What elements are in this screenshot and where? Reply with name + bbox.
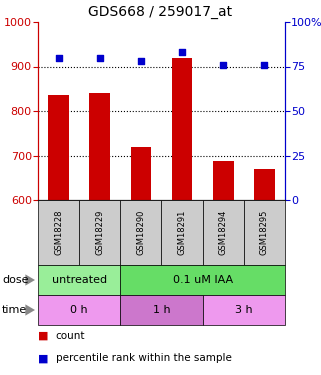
Point: [262, 62, 267, 68]
Bar: [48, 95, 69, 200]
Point: [97, 55, 102, 61]
Text: percentile rank within the sample: percentile rank within the sample: [56, 353, 231, 363]
Text: GSM18294: GSM18294: [219, 210, 228, 255]
Text: dose: dose: [2, 275, 29, 285]
Bar: [254, 169, 275, 200]
Point: [56, 55, 61, 61]
Point: [138, 58, 143, 64]
Point: [179, 49, 185, 55]
Text: 3 h: 3 h: [235, 305, 253, 315]
Text: GSM18290: GSM18290: [136, 210, 145, 255]
Text: 1 h: 1 h: [153, 305, 170, 315]
Bar: [213, 161, 234, 200]
Text: GDS668 / 259017_at: GDS668 / 259017_at: [89, 5, 232, 19]
Bar: [131, 147, 151, 200]
Text: GSM18295: GSM18295: [260, 210, 269, 255]
Bar: [90, 93, 110, 200]
Text: GSM18228: GSM18228: [54, 210, 63, 255]
Text: ■: ■: [38, 331, 48, 341]
Text: GSM18229: GSM18229: [95, 210, 104, 255]
Text: time: time: [2, 305, 27, 315]
Text: GSM18291: GSM18291: [178, 210, 187, 255]
Bar: [172, 58, 192, 200]
Text: untreated: untreated: [52, 275, 107, 285]
Point: [221, 62, 226, 68]
Text: ■: ■: [38, 353, 48, 363]
Text: count: count: [56, 331, 85, 341]
Text: 0 h: 0 h: [70, 305, 88, 315]
Text: 0.1 uM IAA: 0.1 uM IAA: [173, 275, 233, 285]
